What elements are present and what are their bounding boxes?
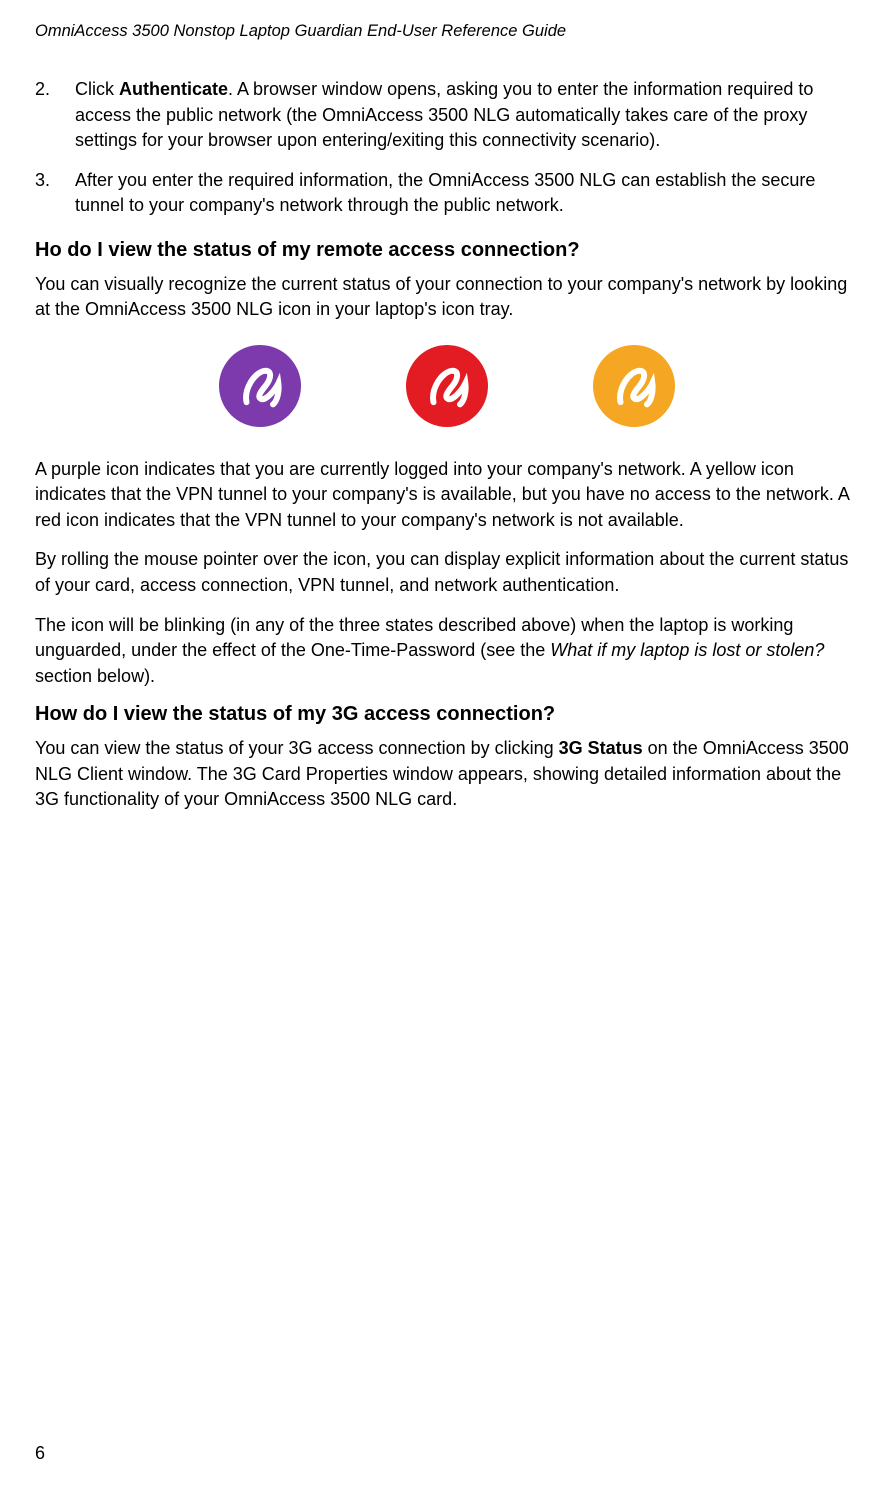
section-remote-status-heading: Ho do I view the status of my remote acc… xyxy=(35,239,859,262)
step-3: 3. After you enter the required informat… xyxy=(35,168,859,219)
a-glyph-icon xyxy=(233,359,287,413)
a-glyph-icon xyxy=(607,359,661,413)
status-icon-row xyxy=(35,345,859,427)
a-glyph-icon xyxy=(420,359,474,413)
section1-p3: By rolling the mouse pointer over the ic… xyxy=(35,547,859,598)
step-3-text: After you enter the required information… xyxy=(75,168,859,219)
step-2: 2. Click Authenticate. A browser window … xyxy=(35,77,859,154)
section1-p4b: section below). xyxy=(35,666,155,686)
section1-p1: You can visually recognize the current s… xyxy=(35,272,859,323)
section2-p1: You can view the status of your 3G acces… xyxy=(35,736,859,813)
step-2-lead: Click xyxy=(75,79,119,99)
section2-p1a: You can view the status of your 3G acces… xyxy=(35,738,559,758)
section-3g-status-heading: How do I view the status of my 3G access… xyxy=(35,703,859,726)
step-3-num: 3. xyxy=(35,168,75,219)
section1-p4-italic: What if my laptop is lost or stolen? xyxy=(550,640,824,660)
status-icon-red xyxy=(406,345,488,427)
step-2-num: 2. xyxy=(35,77,75,154)
page-header-title: OmniAccess 3500 Nonstop Laptop Guardian … xyxy=(35,22,859,41)
step-2-text: Click Authenticate. A browser window ope… xyxy=(75,77,859,154)
ordered-steps: 2. Click Authenticate. A browser window … xyxy=(35,77,859,219)
section1-p4: The icon will be blinking (in any of the… xyxy=(35,613,859,690)
section1-p2: A purple icon indicates that you are cur… xyxy=(35,457,859,534)
page-number: 6 xyxy=(35,1443,45,1464)
section2-p1-strong: 3G Status xyxy=(559,738,643,758)
status-icon-purple xyxy=(219,345,301,427)
step-2-strong: Authenticate xyxy=(119,79,228,99)
status-icon-yellow xyxy=(593,345,675,427)
page: OmniAccess 3500 Nonstop Laptop Guardian … xyxy=(0,0,894,1494)
